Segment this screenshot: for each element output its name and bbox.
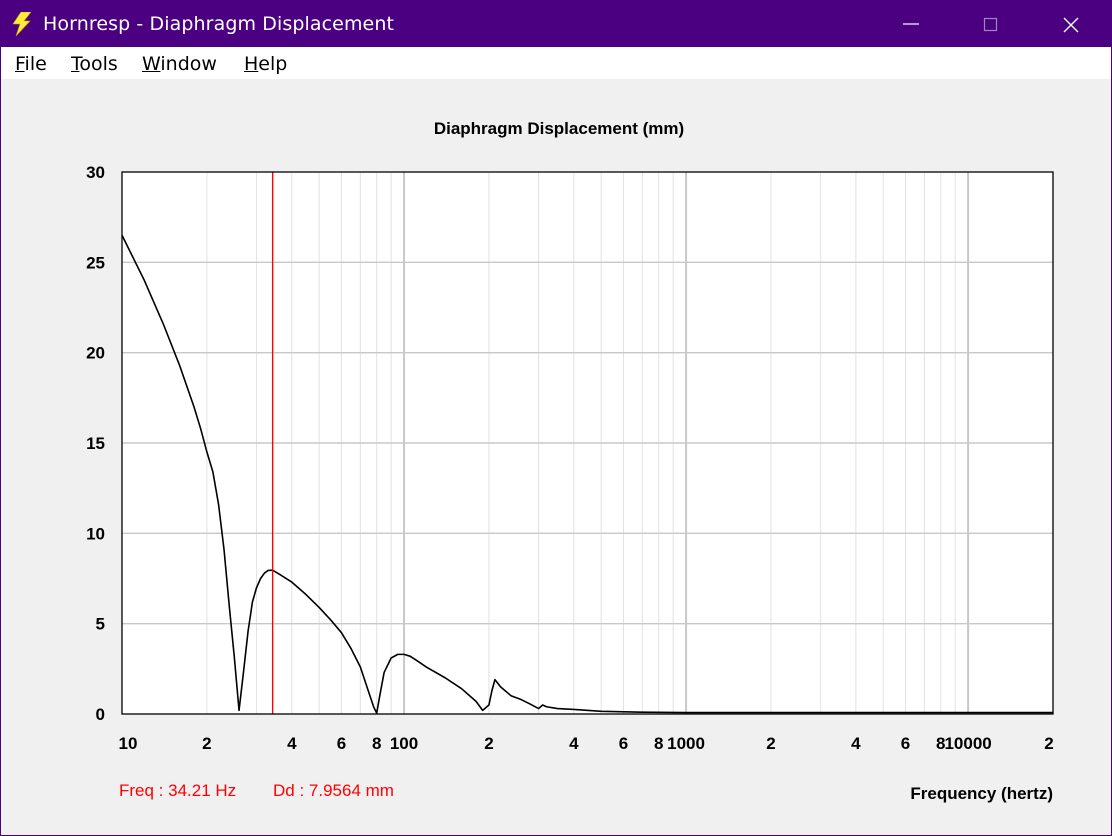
x-tick-label: 2 [766,734,775,753]
minimize-icon [903,23,919,25]
y-axis-ticks: 0 5 10 15 20 25 30 [86,163,105,724]
x-tick-label: 4 [851,734,861,753]
x-tick-label: 2 [1044,734,1053,753]
y-tick-label: 20 [86,344,105,363]
menu-file[interactable]: File [15,53,47,75]
x-tick-label: 1000 [667,734,705,753]
close-icon [1063,17,1079,33]
displacement-line [121,234,1053,714]
x-tick-label: 2 [484,734,493,753]
minimize-button[interactable] [871,1,951,47]
x-tick-label: 4 [287,734,297,753]
menu-tools[interactable]: Tools [71,53,118,75]
status-frequency: Freq : 34.21 Hz [119,781,237,800]
x-tick-label: 8 [372,734,381,753]
menu-help[interactable]: Help [244,53,288,75]
chart-series [121,234,1053,714]
menu-window[interactable]: Window [142,53,217,75]
chart-grid [122,172,1053,714]
window-title: Hornresp - Diaphragm Displacement [43,13,395,35]
chart-title: Diaphragm Displacement (mm) [434,119,684,138]
y-tick-label: 15 [86,434,105,453]
x-tick-label: 8 [936,734,945,753]
x-tick-label: 10 [119,734,138,753]
y-tick-label: 30 [86,163,105,182]
y-tick-label: 25 [86,253,105,272]
x-tick-label: 100 [390,734,418,753]
x-tick-label: 4 [569,734,579,753]
y-tick-label: 10 [86,524,105,543]
title-bar[interactable]: Hornresp - Diaphragm Displacement [1,1,1111,47]
close-button[interactable] [1031,1,1111,47]
y-tick-label: 0 [96,705,105,724]
x-tick-label: 8 [654,734,663,753]
x-tick-label: 6 [901,734,910,753]
x-tick-label: 10000 [944,734,991,753]
displacement-chart[interactable]: Diaphragm Displacement (mm) 0 5 10 15 20 25 30… [1,79,1111,835]
maximize-button[interactable] [951,1,1031,47]
lightning-bolt-icon [12,12,32,36]
x-axis-label: Frequency (hertz) [910,784,1053,803]
maximize-icon [983,17,998,32]
y-tick-label: 5 [96,615,105,634]
x-tick-label: 6 [337,734,346,753]
menu-bar: File Tools Window Help [1,47,1111,79]
status-displacement: Dd : 7.9564 mm [273,781,394,800]
x-tick-label: 2 [202,734,211,753]
x-tick-label: 6 [619,734,628,753]
plot-frame [121,171,1054,715]
